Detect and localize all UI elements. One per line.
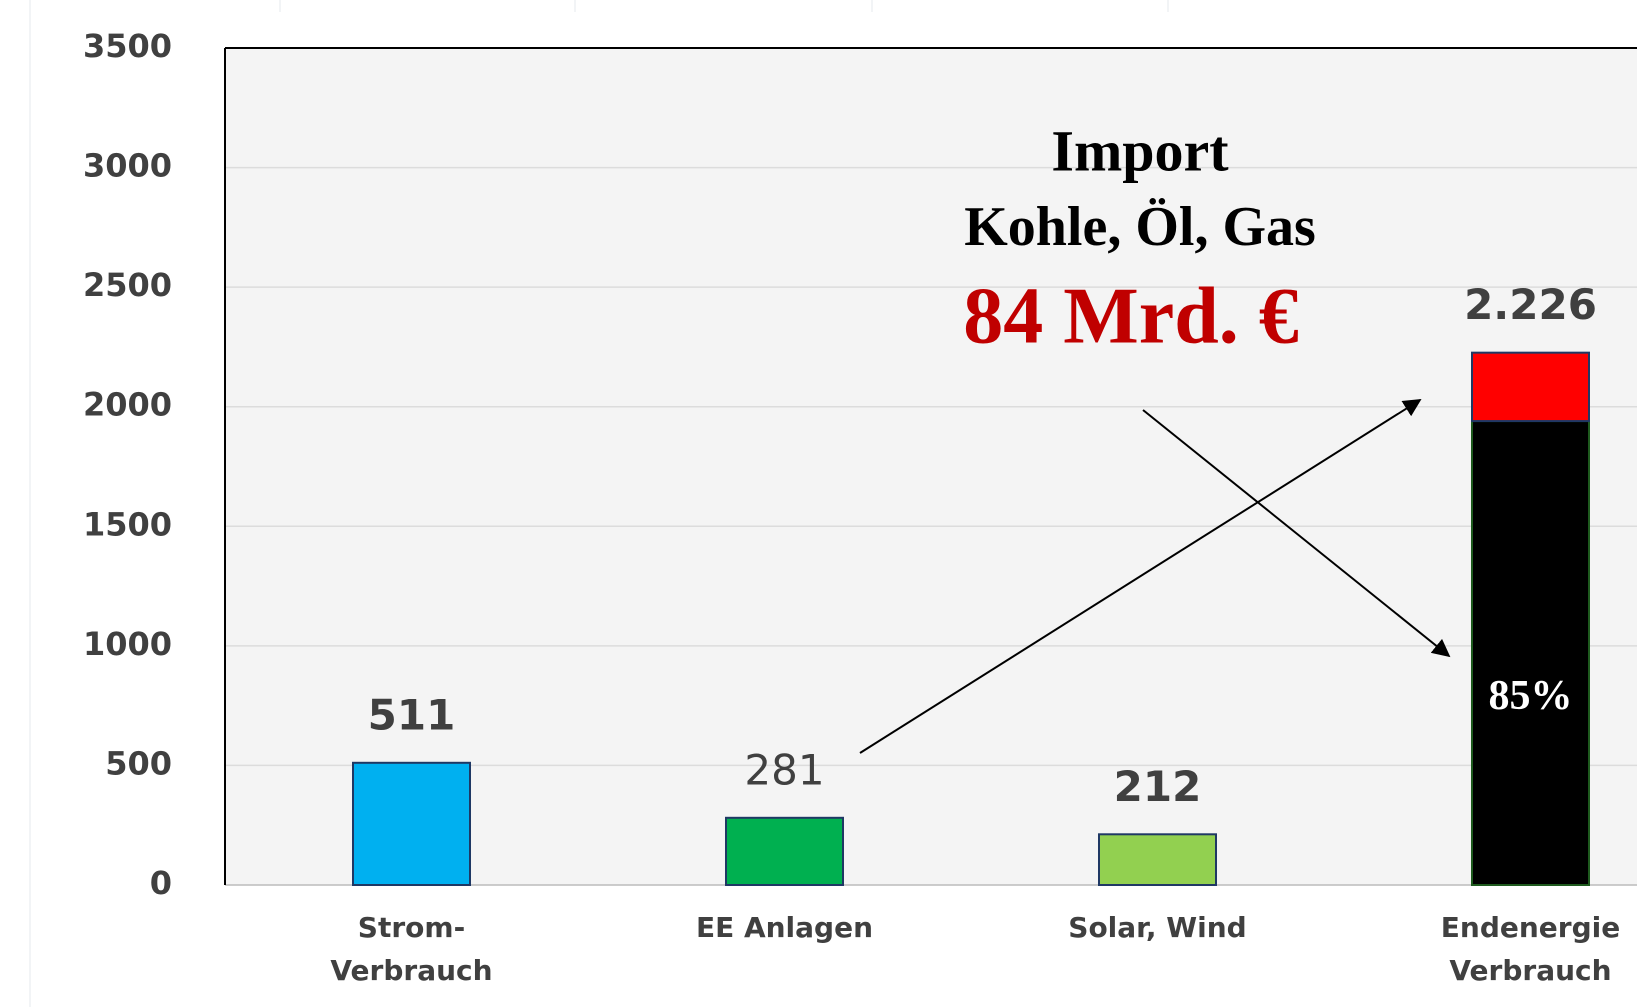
x-tick-label: Verbrauch	[1449, 954, 1611, 987]
data-label: 212	[1114, 762, 1202, 811]
annotation: Import	[1051, 118, 1229, 183]
annotation: 84 Mrd. €	[963, 272, 1299, 360]
annotation: 85%	[1489, 673, 1573, 719]
bar	[1098, 833, 1217, 886]
sheet-lines	[29, 0, 1169, 1007]
annotation: Kohle, Öl, Gas	[964, 196, 1316, 258]
y-tick-label: 3500	[83, 27, 172, 65]
y-tick-label: 3000	[83, 147, 172, 185]
x-tick-label: Verbrauch	[330, 954, 492, 987]
x-tick-label: EE Anlagen	[696, 911, 873, 944]
x-tick-label: Strom-	[358, 911, 465, 944]
bar	[725, 816, 844, 886]
bar	[352, 761, 471, 886]
bar	[1471, 420, 1590, 886]
total-label: 2.226	[1464, 280, 1597, 329]
x-tick-label: Endenergie	[1441, 911, 1620, 944]
y-tick-label: 2000	[83, 386, 172, 424]
y-tick-label: 1000	[83, 625, 172, 663]
y-tick-label: 1500	[83, 505, 172, 543]
y-tick-label: 2500	[83, 266, 172, 304]
y-tick-label: 500	[105, 744, 172, 782]
bar	[1471, 351, 1590, 423]
plot-area	[225, 48, 1637, 885]
x-tick-label: Solar, Wind	[1068, 911, 1246, 944]
arrow	[1142, 409, 1451, 658]
data-label: 281	[744, 745, 824, 794]
data-label: 511	[368, 690, 456, 739]
arrow	[859, 399, 1422, 754]
y-tick-label: 0	[150, 864, 172, 902]
